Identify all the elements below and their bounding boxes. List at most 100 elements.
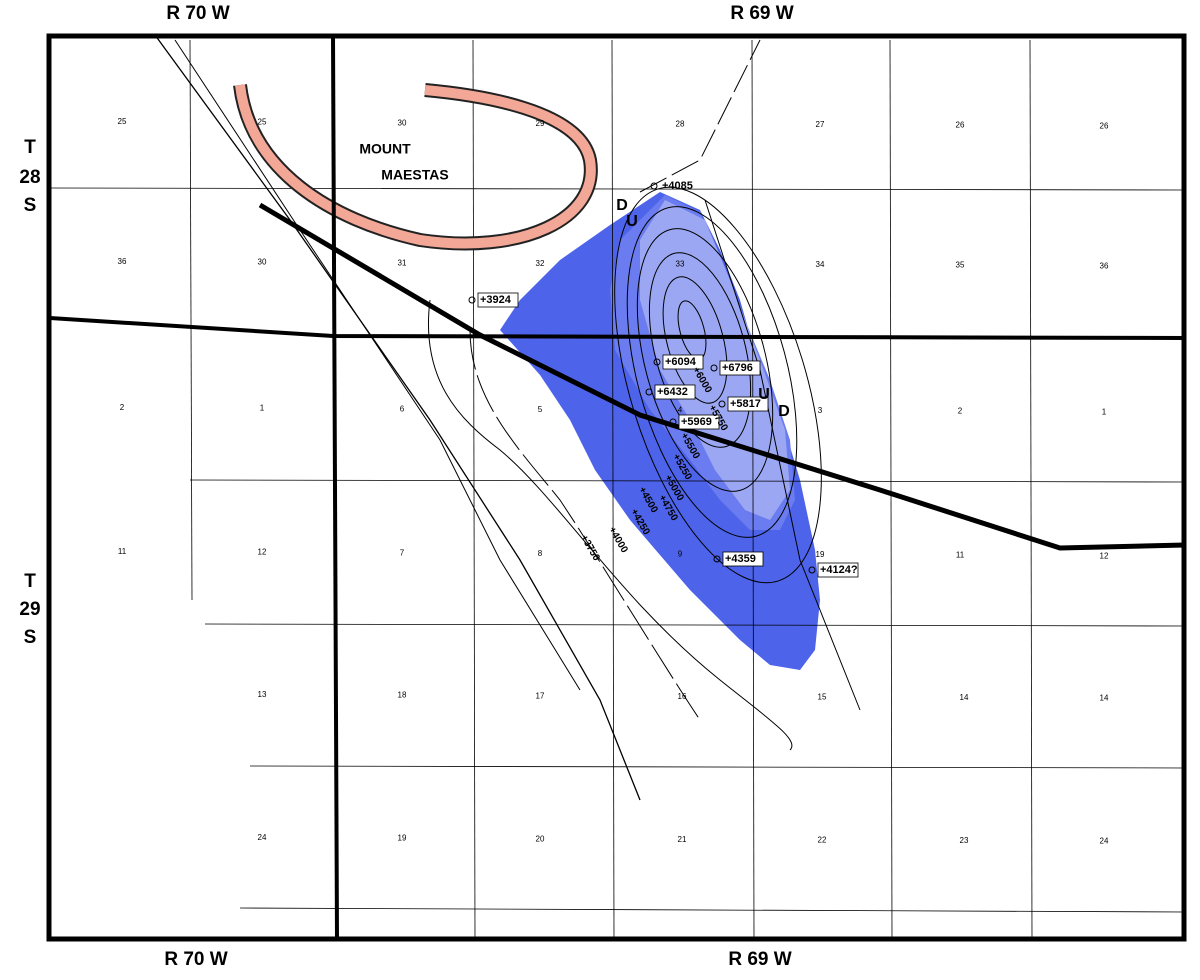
section-number: 29 [536, 119, 545, 128]
range-label: R 70 W [164, 949, 227, 970]
well-symbol [669, 418, 677, 426]
well-box [817, 562, 859, 578]
well-symbol [650, 182, 658, 190]
section-number: 16 [678, 692, 687, 701]
township-label: T [24, 571, 36, 592]
place-label: MOUNT [359, 141, 411, 157]
section-number: 26 [1100, 121, 1109, 130]
section-number: 19 [398, 834, 407, 843]
section-number: 20 [536, 834, 545, 843]
grid-line [1029, 39, 1033, 941]
section-number: 1 [1102, 407, 1107, 416]
grid-line [239, 907, 1186, 913]
well-label: +6796 [722, 362, 753, 374]
fault [154, 34, 641, 801]
township-label: 28 [19, 167, 40, 188]
section-number: 30 [258, 258, 267, 267]
township-label: S [24, 627, 37, 648]
well-box [727, 396, 769, 412]
well-label: +5817 [730, 398, 761, 410]
section-number: 24 [258, 833, 267, 842]
grid-line [189, 39, 193, 601]
place-label: MAESTAS [381, 167, 448, 183]
fault [258, 202, 1186, 551]
section-number: 36 [118, 257, 127, 266]
grid-line [751, 39, 755, 941]
fault-mark: U [626, 213, 638, 230]
well-symbol [653, 358, 661, 366]
section-number: 5 [538, 405, 543, 414]
well-box [654, 384, 696, 400]
section-number: 2 [120, 403, 125, 412]
well-symbol [710, 364, 718, 372]
range-label: R 69 W [730, 3, 793, 24]
section-number: 1 [260, 404, 265, 413]
well-symbol [713, 555, 721, 563]
section-number: 35 [956, 261, 965, 270]
section-number: 7 [400, 548, 405, 557]
well-label: +4085 [662, 180, 693, 192]
section-number: 33 [676, 260, 685, 269]
section-number: 11 [118, 547, 127, 556]
section-number: 14 [1100, 694, 1109, 703]
frame [46, 33, 1187, 942]
section-number: 25 [118, 117, 127, 126]
section-number: 25 [258, 118, 267, 127]
section-number: 4 [678, 406, 683, 415]
section-number: 19 [816, 550, 825, 559]
well-label: +4359 [725, 553, 756, 565]
contour-label: +3750 [578, 533, 602, 563]
section-number: 12 [258, 548, 267, 557]
section-grid [47, 39, 1186, 941]
section-number: 6 [400, 404, 405, 413]
section-number: 21 [678, 835, 687, 844]
section-number: 12 [1100, 551, 1109, 560]
well-symbol [468, 296, 476, 304]
section-number: 2 [958, 407, 963, 416]
grid-line [889, 39, 893, 941]
section-number: 13 [258, 690, 267, 699]
contour [428, 299, 793, 751]
fault-mark: D [616, 197, 628, 214]
grid-line [189, 479, 1186, 483]
fault-mark: U [758, 386, 770, 403]
well-label: +6432 [657, 386, 688, 398]
section-number: 11 [956, 551, 965, 560]
section-number: 22 [818, 836, 827, 845]
section-number: 23 [960, 836, 969, 845]
well-label: +3924 [480, 294, 512, 306]
range-label: R 69 W [728, 949, 791, 970]
well-box [719, 360, 761, 376]
well-symbol [718, 400, 726, 408]
range-label: R 70 W [166, 3, 229, 24]
section-number: 30 [398, 118, 407, 127]
mount-outline [235, 84, 596, 249]
section-number: 27 [816, 120, 825, 129]
township-label: S [24, 195, 37, 216]
section-number: 15 [818, 693, 827, 702]
section-number: 3 [818, 406, 823, 415]
contour-label: +4000 [606, 525, 630, 555]
fault-mark: D [778, 403, 790, 420]
well-box [722, 551, 764, 567]
contour [662, 276, 728, 404]
range-line [331, 34, 339, 941]
section-number: 14 [960, 693, 969, 702]
section-number: 31 [398, 258, 407, 267]
well-box [477, 292, 519, 308]
grid-line [204, 623, 1186, 627]
fault [639, 39, 761, 193]
township-label: 29 [19, 599, 40, 620]
well-box [678, 414, 720, 430]
section-number: 24 [1100, 837, 1109, 846]
well-label: +4124? [820, 564, 858, 576]
section-number: 32 [536, 259, 545, 268]
contour [469, 329, 701, 721]
grid-line [47, 187, 1186, 191]
section-number: 8 [538, 549, 543, 558]
well-label: +6094 [665, 356, 697, 368]
township-label: T [24, 137, 36, 158]
section-number: 36 [1100, 261, 1109, 270]
